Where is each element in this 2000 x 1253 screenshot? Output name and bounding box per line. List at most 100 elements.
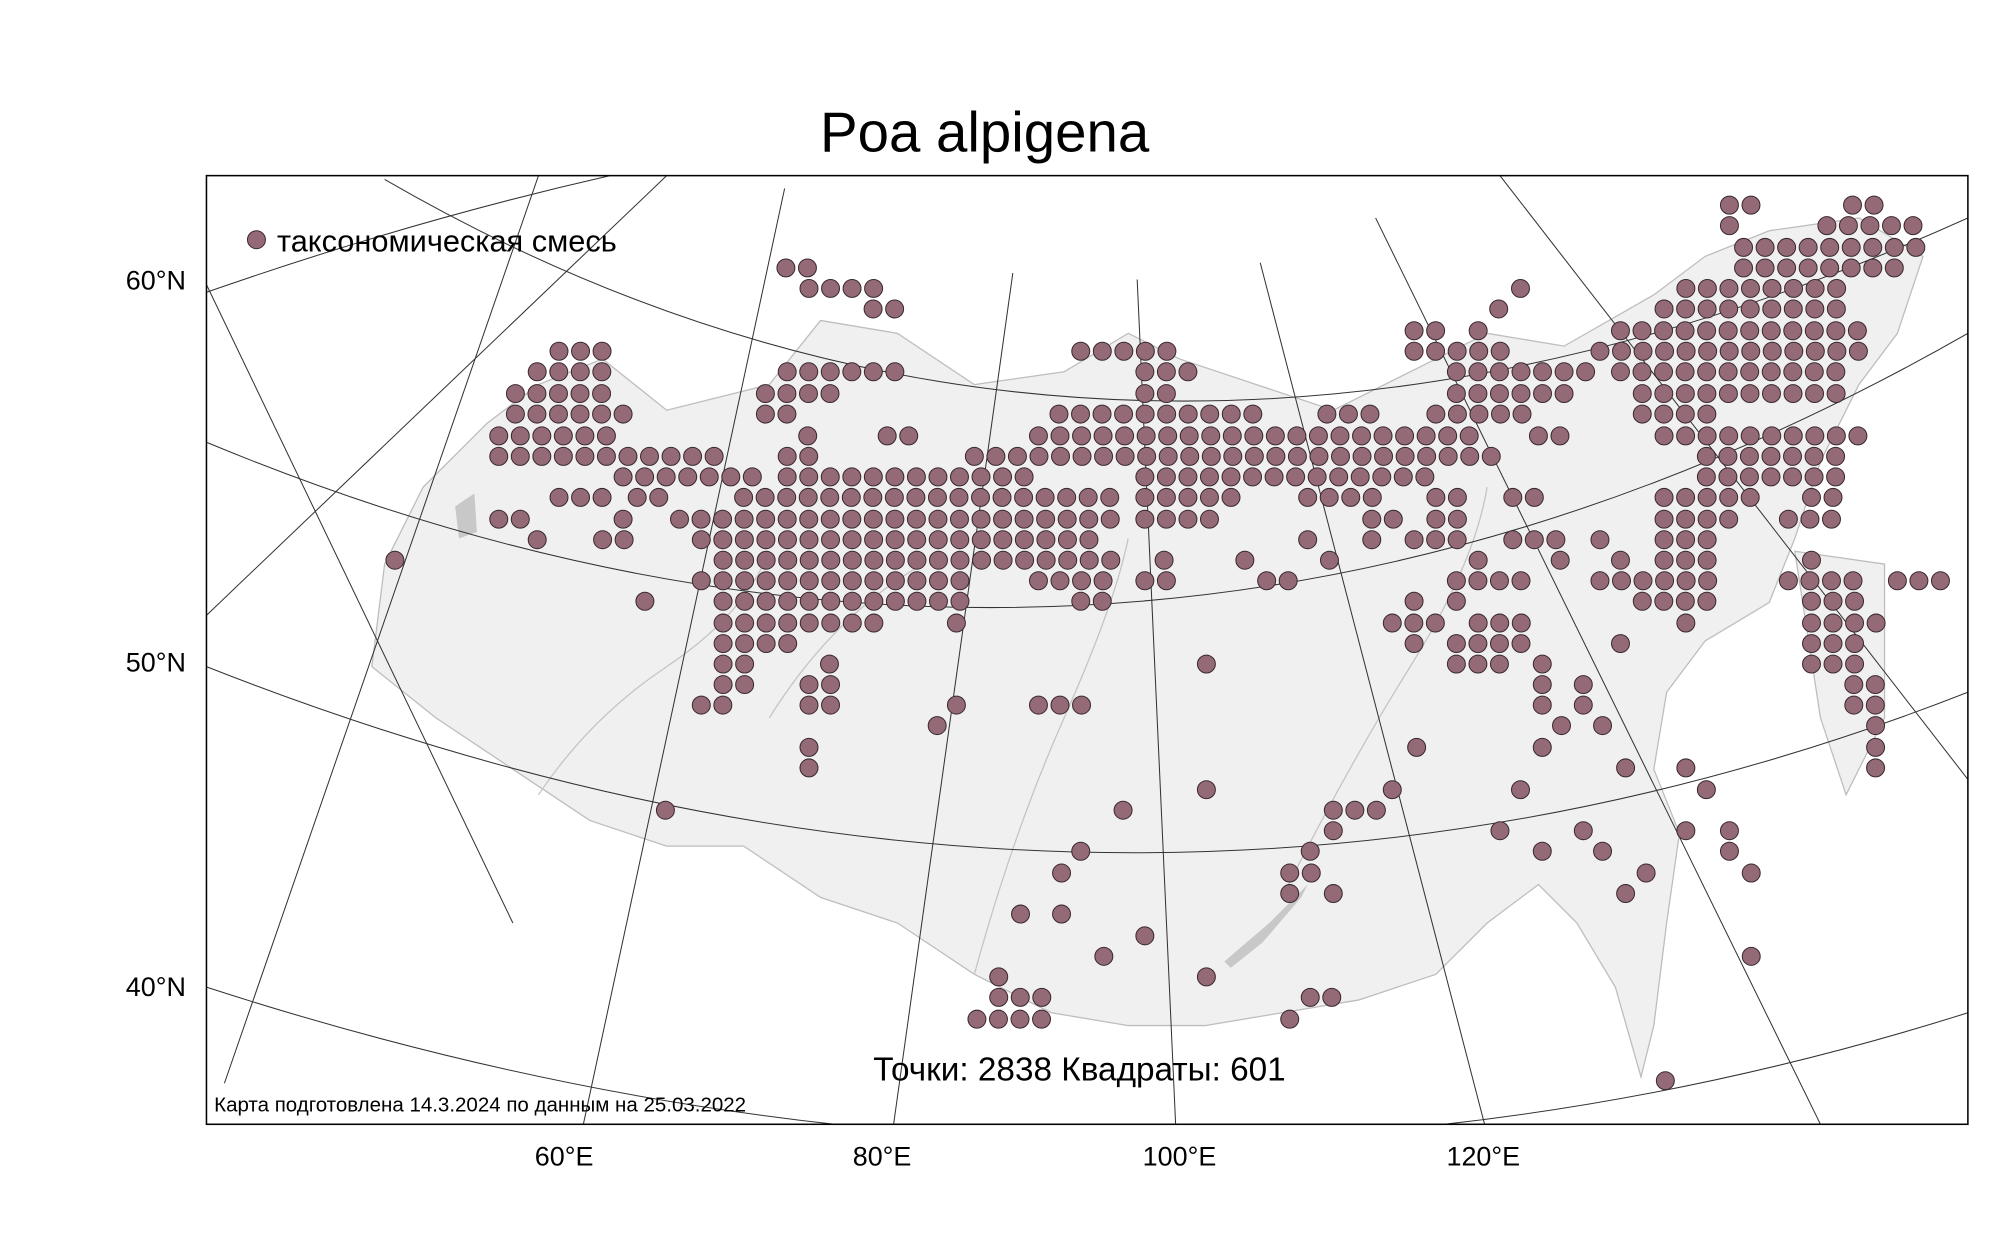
lon-label: 100°E (1143, 1141, 1217, 1171)
occurrence-dot (1014, 509, 1034, 529)
lon-label: 120°E (1446, 1141, 1520, 1171)
occurrence-dot (1135, 509, 1155, 529)
occurrence-dot (1199, 509, 1219, 529)
occurrence-dot (1573, 821, 1593, 841)
occurrence-dot (1468, 634, 1488, 654)
occurrence-dot (1718, 362, 1738, 382)
legend-marker (246, 230, 266, 250)
occurrence-dot (777, 362, 797, 382)
occurrence-dot (527, 530, 547, 550)
occurrence-dot (1632, 591, 1652, 611)
occurrence-dot (1532, 737, 1552, 757)
occurrence-dot (1676, 530, 1696, 550)
occurrence-dot (532, 426, 552, 446)
occurrence-dot (1404, 341, 1424, 361)
occurrence-dot (1845, 654, 1865, 674)
occurrence-dot (1633, 571, 1653, 591)
occurrence-dot (713, 509, 733, 529)
occurrence-dot (907, 530, 927, 550)
occurrence-dot (1676, 278, 1696, 298)
occurrence-dot (592, 384, 612, 404)
occurrence-dot (1762, 384, 1781, 404)
occurrence-dot (1676, 571, 1696, 591)
occurrence-dot (527, 384, 547, 404)
occurrence-dot (1180, 446, 1200, 466)
occurrence-dot (1469, 341, 1489, 361)
occurrence-dot (1199, 487, 1219, 507)
occurrence-dot (1805, 384, 1825, 404)
occurrence-dot (1135, 341, 1155, 361)
occurrence-dot (1552, 716, 1571, 736)
occurrence-dot (1136, 426, 1156, 446)
occurrence-dot (950, 467, 969, 487)
occurrence-dot (1903, 216, 1923, 236)
occurrence-dot (1179, 426, 1199, 446)
occurrence-dot (613, 509, 633, 529)
occurrence-dot (735, 571, 755, 591)
occurrence-dot (778, 571, 798, 591)
occurrence-dot (988, 1009, 1008, 1029)
occurrence-dot (799, 758, 819, 778)
occurrence-dot (592, 341, 612, 361)
occurrence-dot (1323, 800, 1343, 820)
occurrence-dot (1778, 509, 1798, 529)
occurrence-dot (928, 509, 948, 529)
occurrence-dot (1804, 321, 1824, 341)
occurrence-dot (821, 550, 841, 570)
occurrence-dot (553, 446, 573, 466)
occurrence-dot (756, 613, 776, 633)
occurrence-dot (1654, 426, 1674, 446)
occurrence-dot (885, 362, 905, 382)
occurrence-dot (1036, 509, 1056, 529)
occurrence-dot (1489, 384, 1509, 404)
occurrence-dot (1546, 530, 1566, 550)
occurrence-dot (1158, 446, 1178, 466)
occurrence-dot (1676, 426, 1696, 446)
occurrence-dot (776, 258, 796, 278)
occurrence-dot (863, 362, 883, 382)
occurrence-dot (549, 341, 569, 361)
occurrence-dot (570, 384, 590, 404)
occurrence-dot (1280, 884, 1300, 904)
occurrence-dot (1906, 237, 1926, 257)
occurrence-dot (1503, 530, 1523, 550)
occurrence-dot (777, 384, 797, 404)
occurrence-dot (1298, 487, 1318, 507)
occurrence-dot (885, 509, 905, 529)
occurrence-dot (1593, 716, 1613, 736)
parallel (206, 986, 1968, 1125)
occurrence-dot (1740, 426, 1760, 446)
occurrence-dot (527, 404, 547, 424)
occurrence-dot (820, 509, 840, 529)
occurrence-dot (1113, 800, 1133, 820)
occurrence-dot (1741, 946, 1761, 966)
occurrence-dot (1094, 946, 1114, 966)
occurrence-dot (1032, 987, 1052, 1007)
occurrence-dot (1884, 237, 1904, 257)
occurrence-dot (946, 613, 966, 633)
occurrence-dot (1459, 426, 1479, 446)
occurrence-dot (1301, 863, 1321, 883)
occurrence-dot (713, 675, 733, 695)
occurrence-dot (1157, 404, 1177, 424)
occurrence-dot (1755, 258, 1775, 278)
occurrence-dot (1805, 278, 1825, 298)
occurrence-dot (1036, 530, 1056, 550)
occurrence-dot (1071, 404, 1090, 424)
occurrence-dot (1533, 384, 1553, 404)
occurrence-dot (1697, 404, 1717, 424)
occurrence-dot (777, 446, 797, 466)
occurrence-dot (799, 467, 819, 487)
occurrence-dot (527, 362, 547, 382)
occurrence-dot (1655, 1071, 1675, 1091)
occurrence-dot (1490, 613, 1510, 633)
occurrence-dot (1593, 841, 1613, 861)
occurrence-dot (799, 571, 819, 591)
occurrence-dot (1115, 446, 1135, 466)
occurrence-dot (570, 404, 590, 424)
occurrence-dot (721, 467, 741, 487)
occurrence-dot (1697, 321, 1717, 341)
occurrence-dot (1317, 404, 1337, 424)
occurrence-dot (1740, 299, 1760, 319)
occurrence-dot (1446, 591, 1466, 611)
